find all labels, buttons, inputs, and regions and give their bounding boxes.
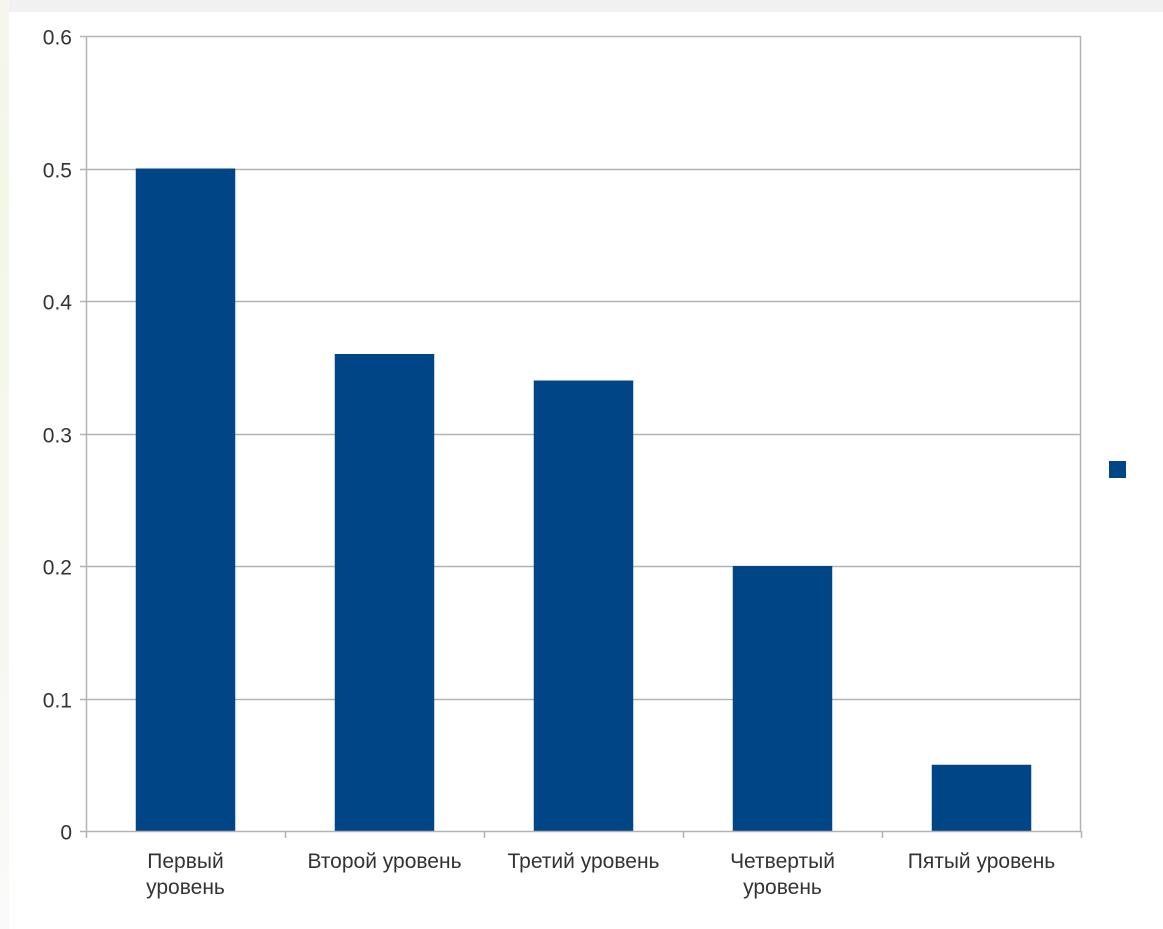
legend (1109, 461, 1126, 478)
y-tick-label: 0.3 (43, 425, 72, 448)
bars (135, 168, 1032, 831)
y-tick-label: 0.5 (43, 160, 72, 183)
axes (80, 35, 1083, 838)
bar (931, 764, 1032, 831)
top-background-strip (0, 0, 1163, 12)
y-tick-label: 0.1 (43, 690, 72, 713)
bar (732, 566, 833, 831)
bar (533, 380, 634, 831)
y-tick-labels: 0 0.1 0.2 0.3 0.4 0.5 0.6 (43, 27, 73, 845)
y-tick-label: 0 (60, 822, 72, 845)
left-background-edge (0, 0, 9, 929)
x-category-labels: Первый уровень Второй уровень Третий уровен… (146, 850, 1055, 899)
bar (334, 354, 435, 831)
bar (135, 168, 236, 831)
y-tick-label: 0.2 (43, 557, 72, 580)
x-category-label: Третий уровень (508, 850, 660, 873)
x-category-label: Второй уровень (307, 850, 461, 873)
y-tick-label: 0.6 (43, 27, 72, 50)
legend-swatch (1109, 461, 1126, 478)
y-tick-label: 0.4 (43, 292, 73, 315)
x-category-label: Четвертый уровень (730, 850, 835, 899)
x-category-label: Пятый уровень (908, 850, 1056, 873)
x-category-label: Первый уровень (146, 850, 225, 899)
